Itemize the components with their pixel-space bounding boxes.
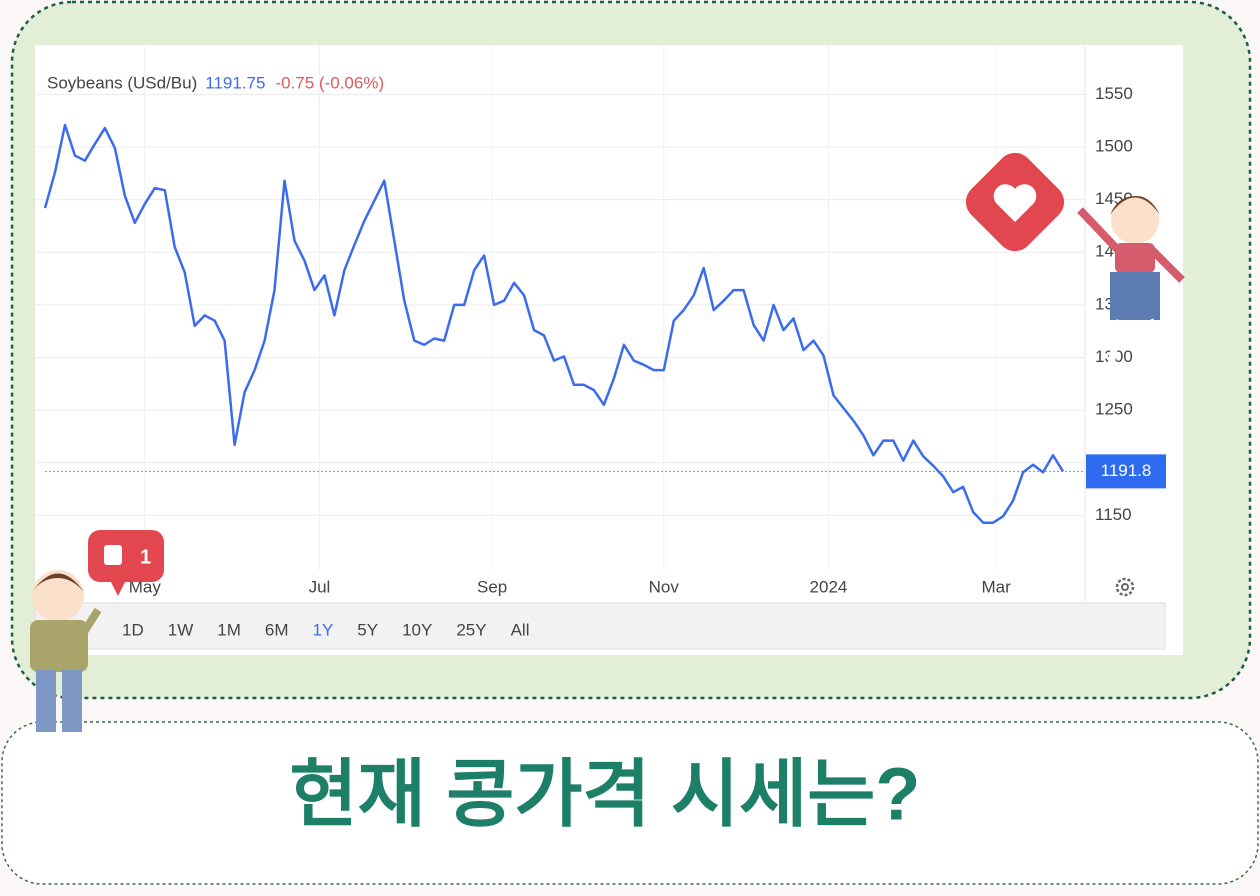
settings-icon[interactable]: [1115, 577, 1135, 597]
heart-bubble: [965, 152, 1065, 252]
y-tick-label: 1250: [1095, 400, 1133, 419]
girl-figure: [1077, 195, 1185, 371]
boy-figure: [30, 570, 102, 732]
range-button[interactable]: 1Y: [312, 620, 333, 639]
chart-panel: [35, 45, 1183, 655]
like-count: 1: [140, 546, 151, 568]
x-tick-label: Nov: [649, 577, 680, 596]
price-tag-label: 1191.8: [1101, 461, 1152, 480]
chart-title: Soybeans (USd/Bu): [47, 73, 197, 92]
x-tick-label: Sep: [477, 577, 507, 596]
caption-box: [1, 721, 1259, 885]
price-change: -0.75 (-0.06%): [275, 73, 384, 92]
price-tag: [1086, 454, 1166, 489]
last-price: 1191.75: [205, 73, 265, 92]
like-bubble: 1: [88, 530, 164, 596]
range-button[interactable]: 1M: [217, 620, 241, 639]
range-button[interactable]: 6M: [265, 620, 289, 639]
range-bar: [34, 602, 1166, 650]
x-tick-label: Mar: [981, 577, 1011, 596]
y-tick-label: 1500: [1095, 137, 1133, 156]
x-tick-label: 2024: [810, 577, 848, 596]
x-tick-label: May: [129, 577, 162, 596]
range-button[interactable]: 10Y: [402, 620, 432, 639]
y-tick-label: 1150: [1095, 505, 1132, 524]
x-tick-label: Jul: [309, 577, 331, 596]
plot: 115012001250130013501400145015001550MayJ…: [35, 45, 1166, 596]
range-button[interactable]: All: [511, 620, 530, 639]
caption: 현재 콩가격 시세는?: [290, 753, 921, 836]
range-button[interactable]: 1D: [122, 620, 144, 639]
range-button[interactable]: 1W: [168, 620, 194, 639]
price-line: [43, 123, 1065, 524]
y-tick-label: 1550: [1095, 84, 1133, 103]
range-button[interactable]: 25Y: [456, 620, 486, 639]
range-button[interactable]: 5Y: [357, 620, 378, 639]
